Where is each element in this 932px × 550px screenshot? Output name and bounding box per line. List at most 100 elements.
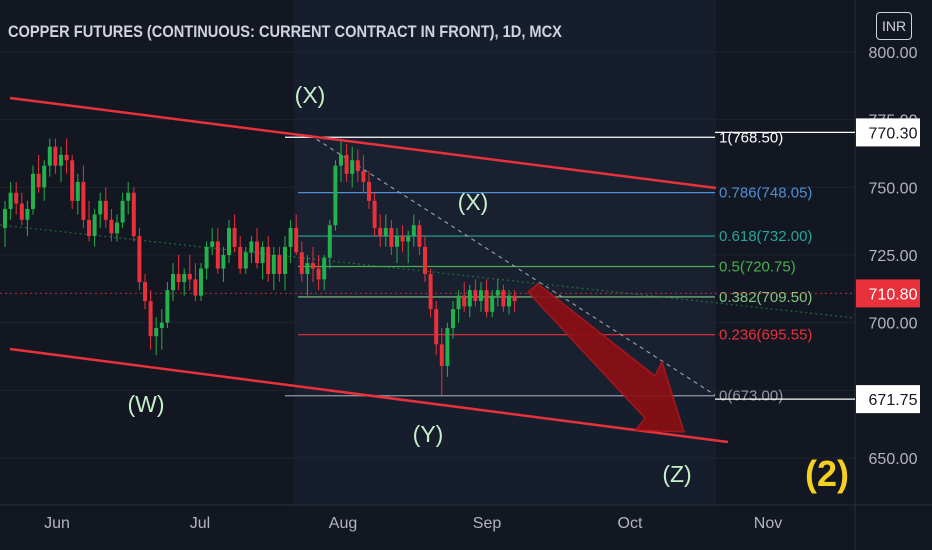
- price-label-box: [856, 279, 920, 308]
- candle-body: [8, 192, 13, 209]
- candle-body: [339, 154, 343, 166]
- currency-button[interactable]: INR: [876, 12, 912, 40]
- wave-label: (W): [127, 391, 164, 417]
- candle-body: [260, 246, 265, 264]
- candle-body: [277, 255, 282, 274]
- candle-body: [445, 328, 450, 366]
- projection-arrow: [526, 283, 686, 433]
- candle-body: [411, 225, 416, 237]
- candle-body: [103, 200, 108, 220]
- candle-body: [120, 200, 125, 223]
- candle-body: [288, 227, 293, 247]
- candle-body: [193, 279, 198, 296]
- candle-body: [507, 295, 511, 307]
- wave-label: (Z): [662, 461, 691, 487]
- candle-body: [367, 181, 371, 201]
- candle-body: [243, 252, 248, 269]
- candle-body: [75, 181, 80, 201]
- price-tick-label: 800.00: [869, 45, 918, 62]
- candle-body: [115, 222, 119, 234]
- wave-label: (X): [458, 189, 489, 215]
- candle-body: [19, 203, 24, 220]
- fib-level-label: 0.618(732.00): [719, 228, 812, 245]
- candle-body: [299, 252, 304, 274]
- candle-body: [3, 208, 7, 228]
- candle-body: [439, 344, 444, 366]
- candle-body: [434, 309, 439, 345]
- candle-body: [327, 225, 332, 258]
- candle-body: [204, 246, 209, 269]
- trend-line-dashed: [309, 134, 716, 396]
- candle-body: [148, 301, 153, 337]
- candle-body: [484, 290, 489, 312]
- candle-body: [143, 282, 147, 302]
- price-tick-label: 725.00: [869, 248, 918, 265]
- candle-body: [501, 290, 506, 307]
- wave-label: (X): [295, 82, 326, 108]
- candle-body: [47, 146, 52, 166]
- candle-body: [215, 241, 220, 269]
- price-tick-label: 700.00: [869, 316, 918, 333]
- candle-body: [42, 165, 47, 188]
- candle-body: [64, 154, 69, 161]
- candle-body: [98, 200, 103, 215]
- candle-body: [361, 171, 366, 182]
- candle-body: [59, 154, 63, 166]
- time-tick-label: Sep: [473, 515, 502, 532]
- fib-level-label: 0(673.00): [719, 388, 783, 405]
- candle-body: [395, 236, 399, 247]
- candle-body: [137, 236, 142, 283]
- candles-group: [3, 138, 517, 396]
- channel-upper-line: [9, 96, 717, 190]
- candle-body: [36, 173, 41, 188]
- candle-body: [227, 227, 231, 255]
- time-tick-label: Aug: [329, 515, 357, 532]
- candle-body: [495, 290, 500, 296]
- fib-level-label: 0.382(709.50): [719, 289, 812, 306]
- candle-body: [283, 246, 287, 274]
- candle-body: [249, 241, 254, 253]
- fib-level-label: 1(768.50): [719, 129, 783, 146]
- price-label-text: 770.30: [869, 125, 918, 142]
- time-tick-label: Jun: [44, 515, 70, 532]
- candle-body: [333, 165, 338, 226]
- candle-body: [92, 214, 97, 237]
- candle-body: [406, 236, 411, 242]
- price-axis-area: [855, 0, 932, 550]
- price-label-text: 671.75: [869, 392, 918, 409]
- candle-body: [131, 192, 136, 237]
- candle-body: [467, 290, 472, 307]
- fib-level-label: 0.236(695.55): [719, 327, 812, 344]
- candle-body: [31, 173, 35, 209]
- candle-body: [232, 227, 237, 247]
- candle-body: [316, 268, 321, 280]
- candle-body: [322, 257, 327, 280]
- candle-body: [378, 227, 383, 237]
- candle-body: [187, 273, 192, 280]
- chart-title: COPPER FUTURES (CONTINUOUS: CURRENT CONT…: [8, 22, 562, 41]
- candle-body: [311, 263, 315, 269]
- time-tick-label: Nov: [754, 515, 782, 532]
- candle-body: [344, 154, 349, 174]
- candle-body: [81, 181, 86, 220]
- candle-body: [176, 273, 181, 283]
- candle-body: [400, 236, 405, 242]
- candle-body: [154, 328, 159, 337]
- candle-body: [428, 273, 433, 310]
- candle-body: [182, 273, 187, 283]
- candle-body: [417, 225, 422, 247]
- time-tick-label: Jul: [190, 515, 210, 532]
- candle-body: [294, 227, 299, 253]
- candle-body: [490, 295, 495, 312]
- candle-body: [70, 160, 75, 201]
- candle-body: [165, 290, 170, 323]
- candle-body: [423, 246, 427, 274]
- candle-body: [456, 295, 461, 310]
- candle-body: [462, 295, 467, 307]
- price-label-text: 710.80: [869, 286, 918, 303]
- cycle-label: (2): [805, 453, 849, 494]
- candle-body: [159, 322, 164, 329]
- price-label-box: [856, 118, 920, 147]
- candle-body: [255, 241, 259, 264]
